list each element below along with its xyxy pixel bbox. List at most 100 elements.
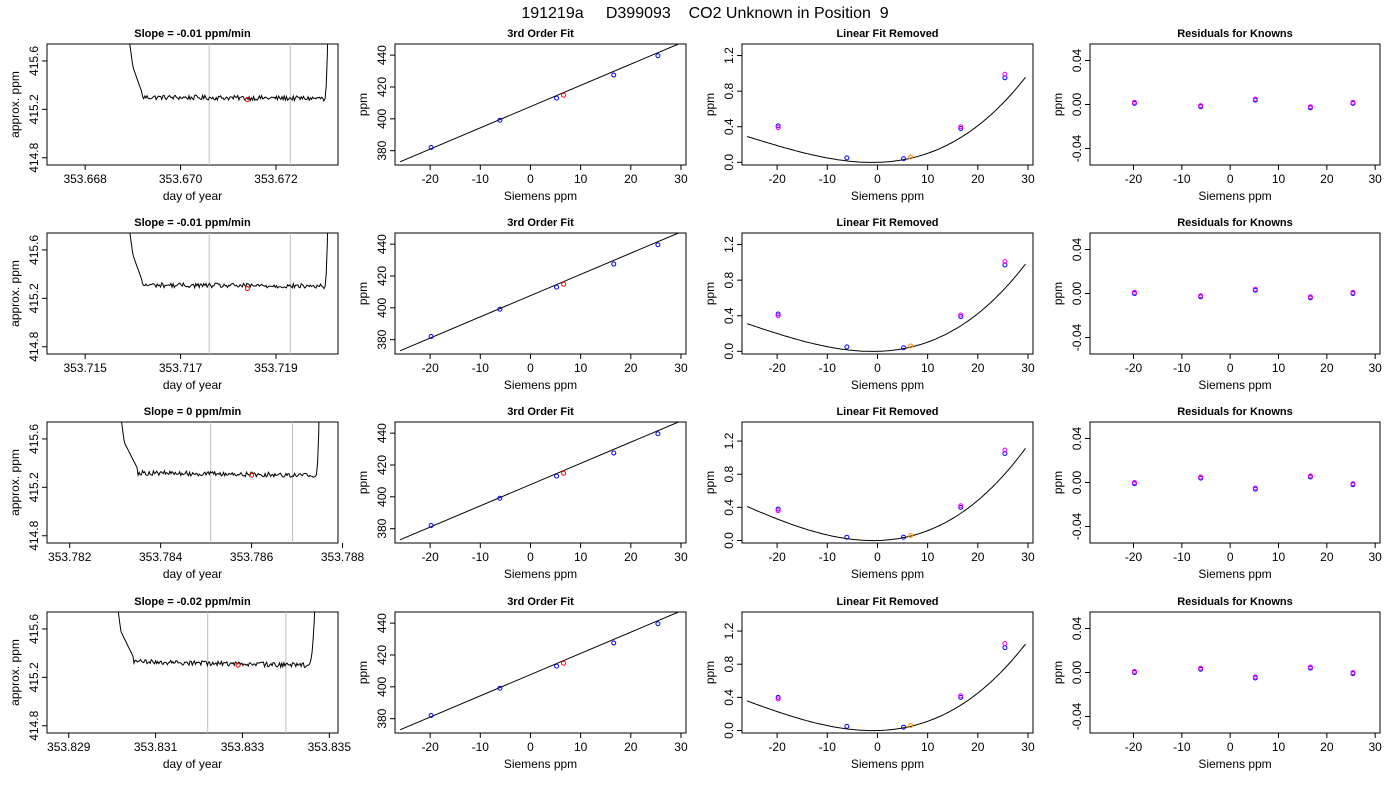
plot-title: Residuals for Knowns — [1177, 217, 1293, 229]
data-point — [844, 723, 850, 729]
x-axis-label: Siemens ppm — [504, 189, 577, 203]
y-tick-label: 415.2 — [27, 662, 41, 692]
data-point — [611, 72, 617, 78]
x-tick-label: 10 — [921, 740, 935, 754]
fit-curve — [746, 448, 1026, 542]
data-point — [497, 306, 503, 312]
x-tick-label: -10 — [472, 172, 490, 186]
y-tick-label: 415.6 — [27, 424, 41, 454]
x-tick-label: -10 — [472, 740, 490, 754]
x-tick-label: -10 — [819, 172, 837, 186]
plot-title: Residuals for Knowns — [1177, 28, 1293, 40]
panel-fit-row2: 3rd Order Fit -20 -10 0 10 20 30 380 400 420 440 Si… — [356, 406, 688, 581]
y-tick-label: 0.00 — [1070, 92, 1084, 116]
x-tick-label: -20 — [1125, 740, 1143, 754]
y-tick-label: 415.6 — [27, 614, 41, 644]
x-tick-label: -20 — [1125, 361, 1143, 375]
y-axis-label: ppm — [1051, 282, 1065, 305]
data-point — [775, 125, 781, 131]
x-axis-label: Siemens ppm — [851, 567, 924, 581]
y-tick-label: 0.04 — [1070, 616, 1084, 640]
x-tick-label: 353.670 — [159, 172, 203, 186]
x-axis-label: day of year — [163, 378, 222, 392]
plot-frame — [741, 232, 1034, 355]
plot-area — [1131, 286, 1356, 301]
x-tick-label: 30 — [1368, 740, 1382, 754]
plot-frame — [1089, 611, 1381, 734]
x-tick-label: -20 — [1125, 550, 1143, 564]
data-point — [844, 534, 850, 540]
x-tick-label: 30 — [1368, 361, 1382, 375]
x-tick-label: 20 — [1320, 740, 1334, 754]
data-point — [1198, 474, 1204, 480]
y-tick-label: 380 — [375, 329, 389, 349]
x-tick-label: 10 — [921, 550, 935, 564]
plot-title: Residuals for Knowns — [1177, 406, 1293, 418]
plot-title: Slope = -0.01 ppm/min — [134, 217, 251, 229]
plot-title: 3rd Order Fit — [507, 406, 574, 418]
panel-linresid-row3: Linear Fit Removed -20 -10 0 10 20 30 0.0 0.4 0.8… — [703, 596, 1035, 771]
data-point — [1252, 485, 1258, 491]
data-point — [775, 696, 781, 702]
x-tick-label: 353.784 — [139, 550, 183, 564]
data-point — [1002, 447, 1008, 453]
x-tick-label: 0 — [1227, 550, 1234, 564]
plot-frame — [394, 611, 687, 734]
panel-trace-row2: Slope = 0 ppm/min 353.782 353.784 353.786 35… — [8, 406, 365, 581]
x-tick-label: 353.717 — [159, 361, 203, 375]
data-point — [554, 95, 560, 101]
x-axis-label: day of year — [163, 567, 222, 581]
data-point — [655, 431, 661, 437]
panel-fit-row1: 3rd Order Fit -20 -10 0 10 20 30 380 400 420 440 Si… — [356, 217, 688, 392]
data-point — [554, 473, 560, 479]
plot-area — [129, 44, 329, 165]
x-tick-label: -20 — [1125, 172, 1143, 186]
x-tick-label: 353.833 — [221, 740, 265, 754]
plot-area — [129, 233, 329, 354]
data-point — [775, 313, 781, 319]
data-point — [958, 124, 964, 130]
data-point — [1252, 674, 1258, 680]
data-point — [497, 117, 503, 123]
y-tick-label: 400 — [375, 486, 389, 506]
x-tick-label: 30 — [1368, 550, 1382, 564]
x-tick-label: 20 — [624, 172, 638, 186]
data-point — [561, 92, 567, 98]
y-tick-label: 415.2 — [27, 283, 41, 313]
y-axis-label: ppm — [356, 471, 370, 494]
fit-curve — [746, 643, 1026, 732]
plot-title: Linear Fit Removed — [836, 596, 938, 608]
y-axis-label: ppm — [356, 282, 370, 305]
y-axis-label: ppm — [1051, 471, 1065, 494]
data-point — [611, 640, 617, 646]
x-axis-label: Siemens ppm — [1198, 189, 1271, 203]
x-tick-label: 10 — [921, 361, 935, 375]
y-axis-label: ppm — [1051, 661, 1065, 684]
y-tick-label: 0.8 — [722, 466, 736, 483]
y-tick-label: 400 — [375, 108, 389, 128]
y-tick-label: 415.6 — [27, 46, 41, 76]
plot-title: 3rd Order Fit — [507, 28, 574, 40]
plot-title: 3rd Order Fit — [507, 217, 574, 229]
data-point — [908, 533, 914, 539]
data-point — [497, 495, 503, 501]
data-point — [1002, 645, 1008, 651]
y-tick-label: -0.04 — [1070, 513, 1084, 541]
x-tick-label: 30 — [1021, 550, 1035, 564]
x-tick-label: 353.835 — [308, 740, 352, 754]
data-point — [1002, 258, 1008, 264]
plot-area — [117, 612, 316, 733]
data-point — [561, 281, 567, 287]
panel-fit-row3: 3rd Order Fit -20 -10 0 10 20 30 380 400 420 440 Si… — [356, 596, 688, 771]
data-point — [908, 154, 914, 160]
x-tick-label: 353.786 — [230, 550, 274, 564]
concentration-trace — [129, 233, 329, 290]
x-tick-label: 30 — [1021, 172, 1035, 186]
data-point — [1131, 668, 1137, 674]
x-tick-label: 10 — [574, 740, 588, 754]
x-tick-label: 353.672 — [254, 172, 298, 186]
data-point — [1198, 103, 1204, 109]
y-tick-label: 0.0 — [722, 343, 736, 360]
y-tick-label: 415.2 — [27, 94, 41, 124]
data-point — [1350, 99, 1356, 105]
